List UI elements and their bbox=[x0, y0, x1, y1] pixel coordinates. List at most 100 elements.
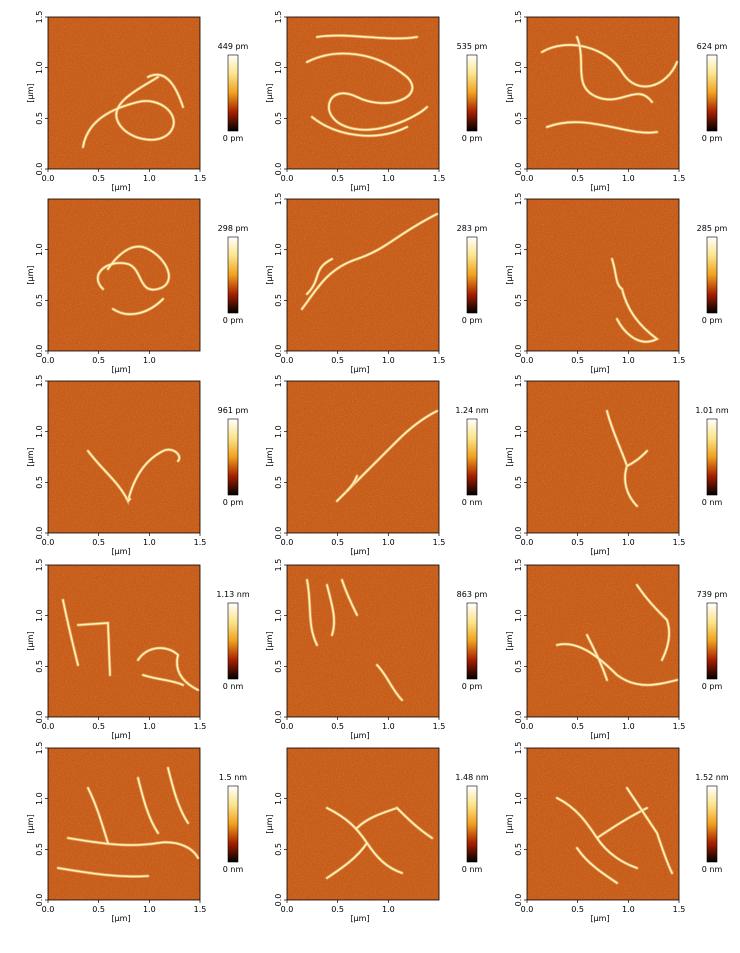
x-tick-label: 1.0 bbox=[143, 174, 156, 183]
x-tick-label: 1.0 bbox=[622, 722, 635, 731]
panel-frame bbox=[526, 198, 680, 352]
dna-strands bbox=[325, 806, 434, 880]
x-axis-label: [µm] bbox=[111, 914, 130, 923]
dna-strand bbox=[301, 213, 438, 310]
y-tick-label: 1.5 bbox=[35, 375, 44, 388]
y-tick-label: 1.0 bbox=[274, 792, 283, 805]
y-axis-label: [µm] bbox=[265, 631, 274, 650]
y-tick-label: 0.0 bbox=[35, 711, 44, 724]
dna-strand bbox=[82, 76, 175, 148]
x-tick-label: 0.5 bbox=[571, 356, 584, 365]
y-tick-label: 0.0 bbox=[274, 163, 283, 176]
colorbar bbox=[466, 54, 478, 132]
dna-strand bbox=[326, 807, 403, 879]
dna-strand bbox=[626, 787, 673, 874]
x-tick-label: 0.0 bbox=[281, 174, 294, 183]
colorbar bbox=[466, 418, 478, 496]
dna-strand bbox=[87, 448, 181, 504]
afm-panel: 0.0 0.5 1.0 1.5 0.0 0.5 1.0 1.5 [µm] [µm] 739 pm 0 … bbox=[505, 559, 728, 740]
dna-strands bbox=[605, 409, 649, 508]
y-axis-label: [µm] bbox=[26, 447, 35, 466]
x-tick-label: 0.5 bbox=[92, 905, 105, 914]
x-tick-label: 0.0 bbox=[281, 905, 294, 914]
afm-noise-dark bbox=[287, 381, 439, 533]
y-tick-label: 0.0 bbox=[514, 711, 523, 724]
x-tick-label: 1.5 bbox=[673, 722, 686, 731]
afm-panel: 0.0 0.5 1.0 1.5 0.0 0.5 1.0 1.5 [µm] [µm] 961 pm 0 … bbox=[26, 375, 249, 556]
figure-row: (d)0.00.51.01.50.00.51.01.5[µm][µm]1.13 … bbox=[26, 559, 728, 740]
y-tick-label: 0.0 bbox=[274, 527, 283, 540]
dna-strands bbox=[61, 598, 200, 692]
y-tick-label: 0.0 bbox=[274, 894, 283, 907]
x-tick-label: 1.5 bbox=[194, 722, 207, 731]
y-tick-label: 1.0 bbox=[514, 425, 523, 438]
x-tick-label: 0.0 bbox=[42, 356, 55, 365]
x-axis-label: [µm] bbox=[590, 365, 609, 374]
x-tick-label: 0.0 bbox=[281, 722, 294, 731]
dna-strand bbox=[127, 498, 131, 502]
x-tick-label: 1.0 bbox=[622, 905, 635, 914]
x-tick-label: 1.0 bbox=[382, 538, 395, 547]
y-tick-label: 0.0 bbox=[514, 163, 523, 176]
afm-panel: 0.0 0.5 1.0 1.5 0.0 0.5 1.0 1.5 [µm] [µm] 1.01 nm 0… bbox=[505, 375, 729, 556]
colorbar-max-label: 1.24 nm bbox=[455, 406, 488, 415]
y-tick-label: 1.5 bbox=[35, 742, 44, 755]
y-tick-label: 1.0 bbox=[274, 61, 283, 74]
y-tick-label: 1.0 bbox=[514, 243, 523, 256]
dna-strand bbox=[147, 74, 184, 108]
x-tick-label: 1.0 bbox=[622, 174, 635, 183]
figure-row: (e)0.00.51.01.50.00.51.01.5[µm][µm]1.5 n… bbox=[26, 742, 729, 923]
y-tick-label: 1.0 bbox=[514, 61, 523, 74]
afm-noise-dark bbox=[48, 17, 200, 169]
x-tick-label: 1.5 bbox=[433, 722, 446, 731]
dna-strand bbox=[57, 767, 189, 878]
y-tick-label: 0.0 bbox=[35, 527, 44, 540]
x-axis-label: [µm] bbox=[350, 914, 369, 923]
x-tick-label: 0.0 bbox=[42, 174, 55, 183]
colorbar-min-label: 0 pm bbox=[223, 316, 244, 325]
x-axis-label: [µm] bbox=[111, 547, 130, 556]
colorbar-max-label: 298 pm bbox=[218, 224, 249, 233]
y-tick-label: 1.0 bbox=[35, 792, 44, 805]
x-tick-label: 0.5 bbox=[331, 356, 344, 365]
afm-panel: 0.0 0.5 1.00.00.51.0[µm][µm]1.48 nm0 nm bbox=[265, 747, 489, 923]
x-tick-label: 1.0 bbox=[143, 905, 156, 914]
panel-frame bbox=[526, 747, 680, 901]
dna-strand bbox=[396, 807, 433, 839]
afm-panel: 0.0 0.5 1.0 1.5 0.0 0.5 1.0 1.5 [µm] [µm] 285 pm 0 … bbox=[505, 193, 728, 374]
colorbar-max-label: 961 pm bbox=[218, 406, 249, 415]
y-tick-label: 1.0 bbox=[274, 425, 283, 438]
y-tick-label: 1.0 bbox=[514, 609, 523, 622]
afm-panel: 0.0 0.5 1.00.00.51.0[µm][µm]298 pm0 pm bbox=[26, 198, 249, 374]
y-tick-label: 1.0 bbox=[35, 609, 44, 622]
y-tick-label: 0.5 bbox=[514, 294, 523, 307]
x-axis-label: [µm] bbox=[590, 183, 609, 192]
y-tick-label: 0.5 bbox=[35, 112, 44, 125]
y-tick-label: 1.5 bbox=[35, 11, 44, 24]
x-tick-label: 1.5 bbox=[673, 905, 686, 914]
x-tick-label: 1.0 bbox=[622, 356, 635, 365]
panel-frame bbox=[47, 16, 201, 170]
colorbar bbox=[227, 602, 239, 680]
y-tick-label: 0.5 bbox=[514, 112, 523, 125]
y-axis-label: [µm] bbox=[26, 83, 35, 102]
panel-frame bbox=[47, 747, 201, 901]
x-tick-label: 1.0 bbox=[382, 356, 395, 365]
y-tick-label: 0.5 bbox=[35, 843, 44, 856]
afm-panel: 0.0 0.5 1.0 1.5 0.0 0.5 1.0 1.5 [µm] [µm] 863 pm 0 … bbox=[265, 559, 488, 740]
x-tick-label: 0.5 bbox=[571, 174, 584, 183]
colorbar-min-label: 0 pm bbox=[702, 682, 723, 691]
colorbar-min-label: 0 pm bbox=[702, 134, 723, 143]
afm-panel: 0.0 0.5 1.0 1.5 0.0 0.5 1.0 1.5 [µm] [µm] 624 pm 0 … bbox=[505, 11, 728, 192]
colorbar bbox=[706, 785, 718, 863]
dna-strand bbox=[112, 298, 164, 315]
colorbar-max-label: 1.13 nm bbox=[216, 590, 249, 599]
colorbar bbox=[227, 418, 239, 496]
colorbar-max-label: 1.5 nm bbox=[219, 773, 247, 782]
x-tick-label: 1.5 bbox=[433, 174, 446, 183]
x-axis-label: [µm] bbox=[590, 914, 609, 923]
colorbar-min-label: 0 nm bbox=[462, 865, 483, 874]
dna-strand bbox=[67, 777, 199, 859]
colorbar bbox=[227, 54, 239, 132]
afm-noise-dark bbox=[48, 381, 200, 533]
